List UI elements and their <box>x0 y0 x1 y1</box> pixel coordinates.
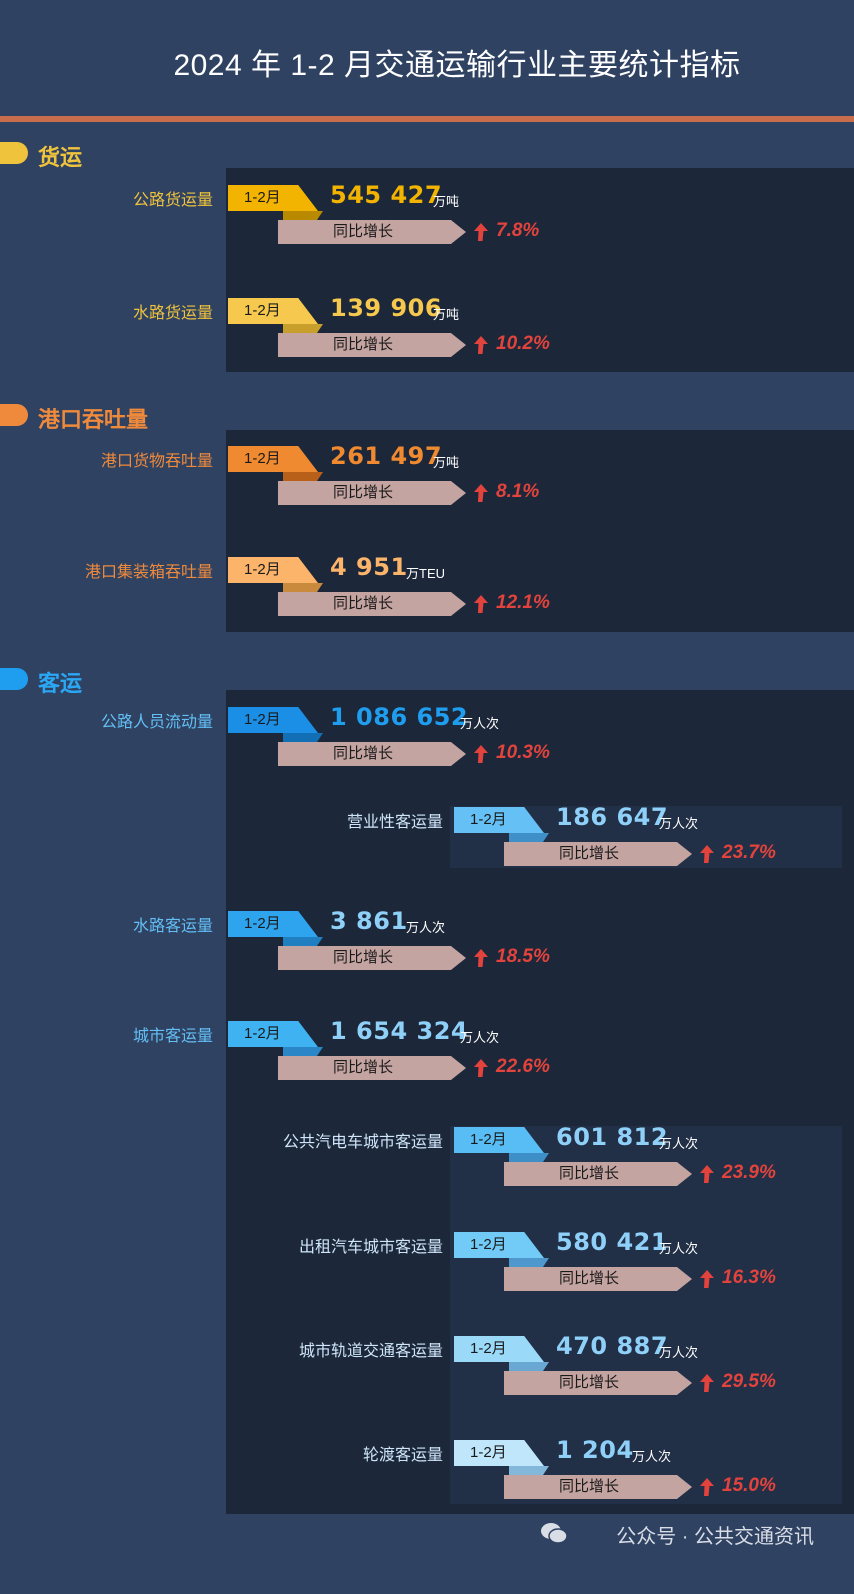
up-arrow-icon <box>700 1270 714 1288</box>
indicator-label: 水路货运量 <box>132 305 213 322</box>
indicator-value: 545 427 <box>330 181 443 209</box>
period-tag: 1-2月 <box>454 1127 544 1153</box>
yoy-growth-value: 8.1% <box>496 481 540 502</box>
indicator-unit: 万吨 <box>433 455 460 470</box>
section-marker <box>0 404 28 426</box>
indicator-label: 公共汽电车城市客运量 <box>282 1134 443 1151</box>
indicator-value: 470 887 <box>556 1332 669 1360</box>
yoy-growth-value: 22.6% <box>496 1056 550 1077</box>
indicator-value: 261 497 <box>330 442 443 470</box>
yoy-label: 同比增长 <box>504 842 692 866</box>
indicator-unit: 万人次 <box>460 716 500 731</box>
title-divider <box>0 116 854 122</box>
yoy-label: 同比增长 <box>278 481 466 505</box>
indicator-label: 公路人员流动量 <box>100 714 213 731</box>
yoy-growth-value: 16.3% <box>722 1267 776 1288</box>
yoy-growth-value: 23.7% <box>722 842 776 863</box>
indicator-unit: 万人次 <box>632 1449 672 1464</box>
yoy-growth-value: 23.9% <box>722 1162 776 1183</box>
section-title: 客运 <box>38 671 83 696</box>
up-arrow-icon <box>474 336 488 354</box>
yoy-label: 同比增长 <box>278 220 466 244</box>
indicator-value: 1 204 <box>556 1436 634 1464</box>
indicator-unit: 万TEU <box>406 566 446 581</box>
up-arrow-icon <box>474 1059 488 1077</box>
indicator-unit: 万人次 <box>659 816 699 831</box>
yoy-growth-value: 29.5% <box>722 1371 776 1392</box>
indicator-value: 4 951 <box>330 553 408 581</box>
indicator-unit: 万人次 <box>659 1136 699 1151</box>
section-title: 货运 <box>38 145 83 170</box>
up-arrow-icon <box>474 949 488 967</box>
indicator-unit: 万人次 <box>460 1030 500 1045</box>
yoy-growth-value: 18.5% <box>496 946 550 967</box>
up-arrow-icon <box>474 484 488 502</box>
section-marker <box>0 142 28 164</box>
indicator-label: 出租汽车城市客运量 <box>298 1239 443 1256</box>
yoy-growth-value: 10.3% <box>496 742 550 763</box>
yoy-label: 同比增长 <box>278 333 466 357</box>
yoy-label: 同比增长 <box>504 1475 692 1499</box>
indicator-value: 1 086 652 <box>330 703 469 731</box>
yoy-label: 同比增长 <box>278 592 466 616</box>
up-arrow-icon <box>700 845 714 863</box>
indicator-value: 186 647 <box>556 803 669 831</box>
up-arrow-icon <box>474 745 488 763</box>
up-arrow-icon <box>700 1374 714 1392</box>
up-arrow-icon <box>474 223 488 241</box>
yoy-label: 同比增长 <box>504 1162 692 1186</box>
indicator-label: 城市轨道交通客运量 <box>298 1343 443 1360</box>
indicator-label: 轮渡客运量 <box>362 1447 443 1464</box>
indicator-label: 营业性客运量 <box>346 814 443 831</box>
yoy-label: 同比增长 <box>278 946 466 970</box>
indicator-value: 601 812 <box>556 1123 669 1151</box>
yoy-growth-value: 15.0% <box>722 1475 776 1496</box>
indicator-label: 港口货物吞吐量 <box>100 453 213 470</box>
page-title: 2024 年 1-2 月交通运输行业主要统计指标 <box>173 49 741 82</box>
indicator-label: 水路客运量 <box>132 918 213 935</box>
indicator-unit: 万吨 <box>433 307 460 322</box>
indicator-value: 1 654 324 <box>330 1017 469 1045</box>
yoy-label: 同比增长 <box>504 1267 692 1291</box>
up-arrow-icon <box>700 1165 714 1183</box>
indicator-unit: 万吨 <box>433 194 460 209</box>
yoy-growth-value: 7.8% <box>496 220 540 241</box>
yoy-growth-value: 12.1% <box>496 592 550 613</box>
indicator-label: 城市客运量 <box>132 1028 213 1045</box>
yoy-growth-value: 10.2% <box>496 333 550 354</box>
indicator-unit: 万人次 <box>659 1345 699 1360</box>
indicator-unit: 万人次 <box>659 1241 699 1256</box>
section-marker <box>0 668 28 690</box>
yoy-label: 同比增长 <box>278 742 466 766</box>
section-title: 港口吞吐量 <box>38 407 149 432</box>
up-arrow-icon <box>700 1478 714 1496</box>
indicator-label: 公路货运量 <box>132 192 213 209</box>
yoy-label: 同比增长 <box>504 1371 692 1395</box>
indicator-value: 139 906 <box>330 294 443 322</box>
wechat-icon <box>541 1523 568 1544</box>
indicator-unit: 万人次 <box>406 920 446 935</box>
indicator-value: 3 861 <box>330 907 408 935</box>
indicator-label: 港口集装箱吞吐量 <box>84 564 213 581</box>
up-arrow-icon <box>474 595 488 613</box>
indicator-value: 580 421 <box>556 1228 669 1256</box>
period-tag: 1-2月 <box>228 185 318 211</box>
yoy-label: 同比增长 <box>278 1056 466 1080</box>
watermark: 公众号 · 公共交通资讯 <box>616 1526 814 1548</box>
